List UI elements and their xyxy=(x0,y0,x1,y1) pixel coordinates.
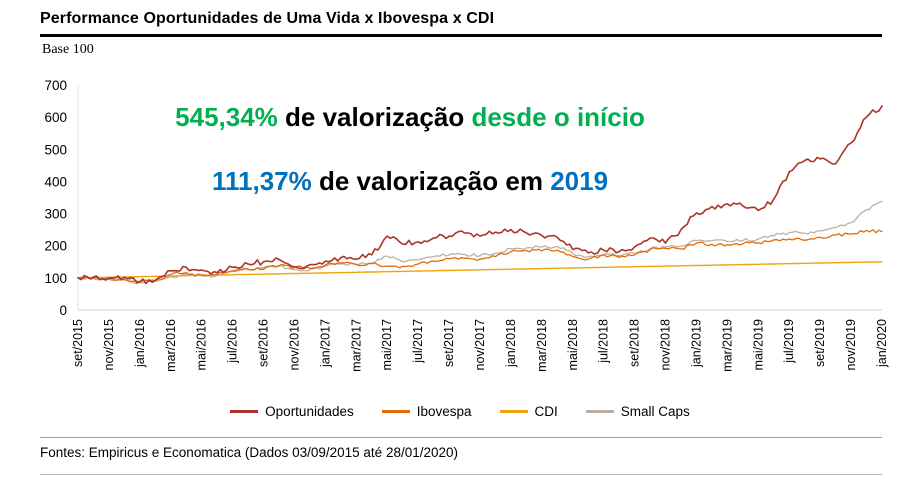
x-axis-tick-label: mar/2016 xyxy=(164,319,178,372)
x-axis-tick-label: mar/2019 xyxy=(720,319,734,372)
x-axis-tick-label: set/2018 xyxy=(628,319,642,367)
year-return-percent: 111,37% xyxy=(211,166,312,196)
x-axis-tick-label: set/2017 xyxy=(442,319,456,367)
y-axis-tick-label: 600 xyxy=(44,110,67,125)
legend-label-small-caps: Small Caps xyxy=(620,404,690,419)
total-return-text: de valorização xyxy=(277,102,472,132)
chart-legend: Oportunidades Ibovespa CDI Small Caps xyxy=(0,404,920,419)
x-axis-tick-label: mai/2019 xyxy=(751,319,765,370)
x-axis-tick-label: mai/2016 xyxy=(195,319,209,370)
x-axis-tick-label: nov/2016 xyxy=(287,319,301,370)
y-axis-tick-label: 0 xyxy=(59,303,67,318)
y-axis-tick-label: 200 xyxy=(44,239,67,254)
annotation-total-return: 545,34% de valorização desde o início xyxy=(80,102,740,133)
x-axis-tick-label: jul/2019 xyxy=(782,319,796,364)
total-return-percent: 545,34% xyxy=(175,102,278,132)
x-axis-tick-label: jan/2017 xyxy=(318,319,332,368)
legend-label-ibovespa: Ibovespa xyxy=(416,404,472,419)
x-axis-tick-label: mar/2018 xyxy=(535,319,549,372)
series-line-oportunidades xyxy=(77,105,883,285)
legend-item-small-caps: Small Caps xyxy=(585,404,690,419)
x-axis-tick-label: mar/2017 xyxy=(349,319,363,372)
x-axis-tick-label: mai/2018 xyxy=(566,319,580,370)
x-axis-tick-label: nov/2015 xyxy=(102,319,116,370)
x-axis-tick-label: nov/2019 xyxy=(844,319,858,370)
source-note: Fontes: Empiricus e Economatica (Dados 0… xyxy=(40,445,458,460)
ibovespa-line-swatch xyxy=(381,410,410,413)
oportunidades-line-swatch xyxy=(230,410,259,413)
title-underline xyxy=(40,34,882,37)
x-axis-tick-label: set/2015 xyxy=(71,319,85,367)
x-axis-tick-label: jan/2020 xyxy=(875,319,889,368)
bottom-divider xyxy=(40,474,882,475)
legend-item-cdi: CDI xyxy=(499,404,558,419)
legend-item-oportunidades: Oportunidades xyxy=(230,404,354,419)
chart-title: Performance Oportunidades de Uma Vida x … xyxy=(40,10,495,27)
year-return-suffix: 2019 xyxy=(550,166,609,196)
x-axis-tick-label: jan/2018 xyxy=(504,319,518,368)
x-axis-tick-label: set/2016 xyxy=(257,319,271,367)
x-axis-tick-label: set/2019 xyxy=(813,319,827,367)
legend-label-oportunidades: Oportunidades xyxy=(265,404,354,419)
total-return-suffix: desde o início xyxy=(471,102,645,132)
x-axis-tick-label: nov/2018 xyxy=(659,319,673,370)
y-axis-unit-label: Base 100 xyxy=(42,42,94,57)
x-axis-tick-label: jul/2018 xyxy=(597,319,611,364)
cdi-line-swatch xyxy=(499,410,528,413)
x-axis-tick-label: jul/2016 xyxy=(226,319,240,364)
series-line-small-caps xyxy=(77,200,883,285)
x-axis-tick-label: nov/2017 xyxy=(473,319,487,370)
line-chart: 0 100 200 300 400 500 600 700 set/2015 nov/2015 ja… xyxy=(44,78,889,372)
y-axis-tick-label: 500 xyxy=(44,142,67,157)
legend-label-cdi: CDI xyxy=(534,404,558,419)
x-axis-tick-label: mai/2017 xyxy=(380,319,394,370)
x-axis-tick-label: jan/2016 xyxy=(133,319,147,368)
legend-item-ibovespa: Ibovespa xyxy=(381,404,472,419)
y-axis-tick-label: 400 xyxy=(44,174,67,189)
x-axis-tick-label: jan/2019 xyxy=(689,319,703,368)
annotation-2019-return: 111,37% de valorização em 2019 xyxy=(80,166,740,197)
y-axis-tick-label: 100 xyxy=(44,271,67,286)
y-axis-tick-label: 300 xyxy=(44,207,67,222)
footer-divider xyxy=(40,437,882,438)
x-axis-tick-label: jul/2017 xyxy=(411,319,425,364)
small-caps-line-swatch xyxy=(585,410,614,413)
series-line-ibovespa xyxy=(77,228,883,283)
y-axis-tick-label: 700 xyxy=(44,78,67,93)
year-return-text: de valorização em xyxy=(311,166,551,196)
